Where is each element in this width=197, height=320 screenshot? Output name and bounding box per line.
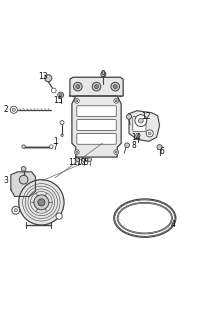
Text: 12: 12	[141, 112, 151, 121]
Polygon shape	[72, 96, 121, 157]
Circle shape	[74, 150, 79, 155]
Text: 13: 13	[39, 72, 48, 81]
Text: 6: 6	[159, 147, 164, 156]
Circle shape	[10, 106, 17, 113]
Circle shape	[148, 132, 151, 135]
Text: 11: 11	[68, 158, 78, 167]
Circle shape	[126, 114, 132, 119]
Circle shape	[115, 100, 117, 102]
Circle shape	[138, 118, 143, 123]
Circle shape	[21, 166, 26, 171]
Circle shape	[101, 72, 106, 77]
Circle shape	[114, 99, 119, 103]
Polygon shape	[129, 111, 160, 141]
Circle shape	[58, 92, 64, 98]
Circle shape	[135, 115, 147, 126]
Text: 10: 10	[76, 158, 85, 167]
Polygon shape	[70, 77, 123, 96]
Text: 1: 1	[53, 137, 58, 146]
Circle shape	[12, 206, 20, 214]
Circle shape	[111, 82, 120, 91]
Circle shape	[136, 133, 140, 138]
Circle shape	[157, 145, 162, 150]
Circle shape	[14, 209, 17, 212]
FancyBboxPatch shape	[77, 106, 116, 117]
Text: 3: 3	[4, 176, 8, 185]
Circle shape	[34, 195, 49, 210]
FancyBboxPatch shape	[77, 120, 116, 131]
Circle shape	[59, 94, 62, 96]
Text: 8: 8	[132, 141, 136, 150]
Circle shape	[61, 134, 63, 137]
Circle shape	[115, 151, 117, 153]
Circle shape	[92, 82, 101, 91]
Circle shape	[51, 88, 56, 93]
Circle shape	[60, 121, 64, 124]
Circle shape	[82, 158, 86, 162]
Circle shape	[74, 99, 79, 103]
FancyBboxPatch shape	[133, 116, 146, 132]
Text: 5: 5	[83, 158, 88, 167]
Circle shape	[45, 75, 52, 82]
Circle shape	[76, 85, 80, 89]
Text: 4: 4	[171, 220, 176, 228]
Ellipse shape	[117, 202, 172, 234]
Polygon shape	[11, 172, 35, 196]
Circle shape	[38, 199, 45, 206]
Circle shape	[88, 158, 92, 162]
Circle shape	[19, 180, 64, 225]
Circle shape	[76, 151, 78, 153]
Circle shape	[76, 100, 78, 102]
Circle shape	[76, 158, 80, 162]
Circle shape	[114, 150, 119, 155]
Circle shape	[56, 213, 62, 219]
Circle shape	[95, 85, 98, 89]
Circle shape	[22, 145, 25, 148]
Circle shape	[113, 85, 117, 89]
Text: 15: 15	[53, 96, 63, 105]
Circle shape	[12, 108, 15, 111]
Text: 9: 9	[100, 70, 105, 79]
Circle shape	[49, 145, 53, 148]
Text: 14: 14	[131, 133, 141, 142]
Text: 7: 7	[53, 143, 58, 152]
Circle shape	[73, 82, 82, 91]
Text: 2: 2	[4, 105, 8, 114]
Circle shape	[125, 143, 129, 148]
FancyBboxPatch shape	[77, 133, 116, 144]
Circle shape	[19, 175, 28, 184]
Circle shape	[146, 130, 153, 137]
